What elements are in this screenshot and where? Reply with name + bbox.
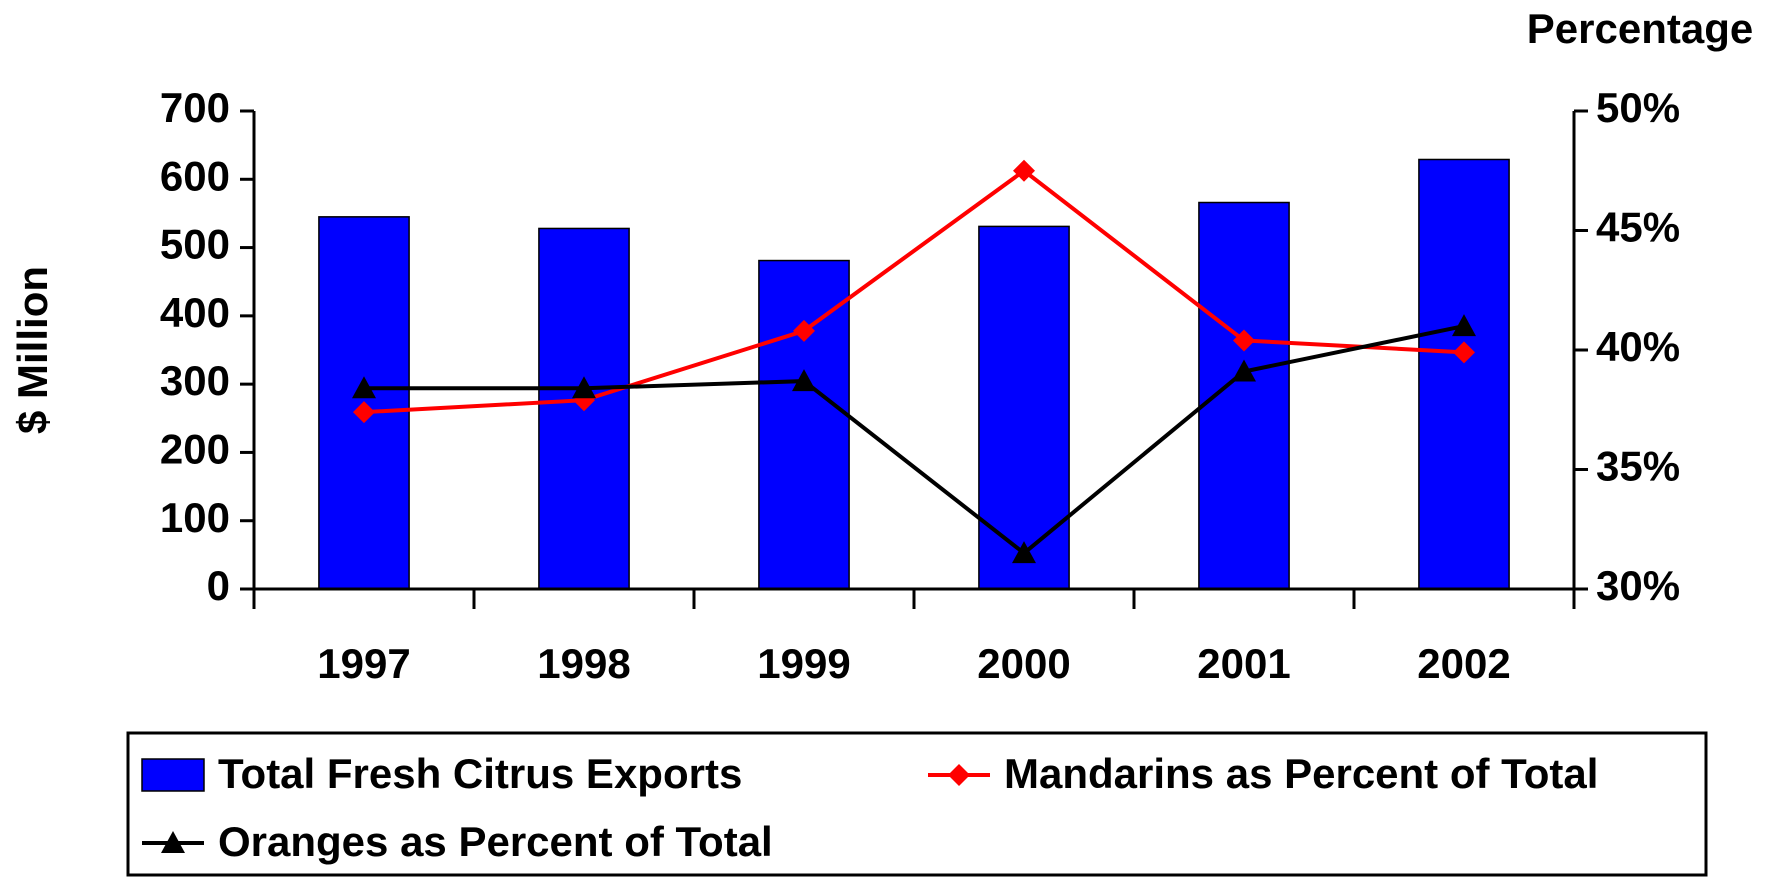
y2-tick-label: 45%	[1596, 204, 1680, 251]
x-tick-label: 2002	[1417, 640, 1510, 687]
bar	[318, 216, 410, 590]
bar	[978, 225, 1070, 590]
marker-triangle	[352, 376, 376, 399]
y-tick-label: 100	[160, 494, 230, 541]
marker-diamond	[1013, 159, 1035, 182]
y2-tick-label: 30%	[1596, 562, 1680, 609]
x-tick-label: 1998	[537, 640, 630, 687]
y2-tick-label: 40%	[1596, 323, 1680, 370]
y-tick-label: 400	[160, 289, 230, 336]
bar	[1418, 158, 1510, 590]
marker-triangle	[572, 376, 596, 399]
legend-label: Oranges as Percent of Total	[218, 818, 773, 865]
marker-triangle	[1012, 541, 1036, 564]
marker-diamond	[1233, 329, 1255, 352]
marker-triangle	[1232, 359, 1256, 382]
marker-diamond	[353, 401, 375, 424]
y-tick-label: 0	[207, 562, 230, 609]
marker-triangle	[792, 369, 816, 392]
x-tick-label: 2000	[977, 640, 1070, 687]
legend-label: Total Fresh Citrus Exports	[218, 750, 742, 797]
x-tick-label: 2001	[1197, 640, 1290, 687]
x-tick-label: 1997	[317, 640, 410, 687]
y-tick-label: 200	[160, 426, 230, 473]
marker-triangle	[1452, 314, 1476, 337]
y2-tick-label: 35%	[1596, 443, 1680, 490]
bar	[758, 259, 850, 590]
legend-marker	[948, 764, 970, 786]
legend-label: Mandarins as Percent of Total	[1004, 750, 1598, 797]
y-tick-label: 300	[160, 357, 230, 404]
y-axis-title: $ Million	[9, 266, 56, 434]
legend-swatch	[141, 758, 205, 792]
x-tick-label: 1999	[757, 640, 850, 687]
y2-axis-title: Percentage	[1527, 5, 1753, 52]
marker-diamond	[793, 319, 815, 342]
y-tick-label: 500	[160, 221, 230, 268]
line	[364, 324, 1465, 556]
line	[363, 168, 1465, 415]
marker-diamond	[1453, 341, 1475, 364]
legend-box	[126, 731, 1708, 877]
y-tick-label: 600	[160, 152, 230, 199]
y2-tick-label: 50%	[1596, 84, 1680, 131]
y-tick-label: 700	[160, 84, 230, 131]
legend-marker	[161, 831, 185, 853]
